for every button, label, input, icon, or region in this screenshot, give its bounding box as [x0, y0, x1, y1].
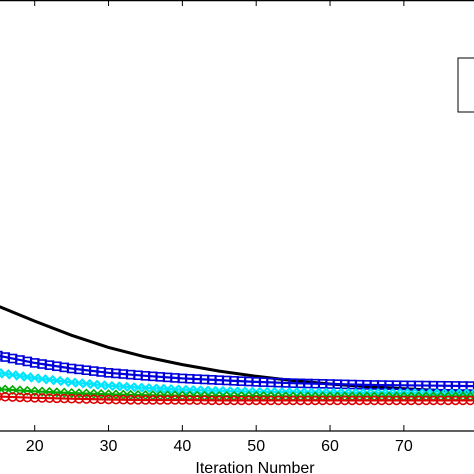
- data-point: [81, 378, 92, 389]
- data-point: [125, 382, 136, 392]
- x-tick-label: 20: [26, 438, 44, 455]
- axes: [0, 0, 474, 432]
- data-point: [133, 382, 143, 393]
- data-point: [192, 385, 202, 395]
- data-point: [14, 385, 26, 396]
- data-point: [22, 372, 33, 382]
- data-point: [140, 383, 151, 393]
- data-point: [207, 385, 217, 396]
- data-point: [59, 387, 70, 398]
- data-point: [88, 379, 99, 390]
- data-point: [29, 386, 40, 397]
- series-layer: [0, 305, 474, 406]
- x-tick-label: 50: [247, 438, 265, 455]
- data-point: [37, 374, 47, 384]
- data-point: [162, 384, 173, 394]
- data-point: [0, 386, 3, 393]
- data-point: [15, 371, 25, 381]
- data-point: [74, 378, 84, 388]
- data-point: [465, 395, 474, 406]
- data-point: [118, 381, 129, 392]
- x-tick-label: 30: [100, 438, 118, 455]
- data-point: [96, 388, 107, 400]
- data-point: [29, 373, 40, 383]
- x-tick-label: 60: [321, 438, 339, 455]
- x-tick-label: 40: [173, 438, 191, 455]
- data-point: [66, 387, 77, 399]
- x-axis: 20 30 40 50 60 70: [26, 0, 413, 455]
- data-point: [103, 389, 114, 400]
- data-point: [177, 384, 188, 395]
- data-point: [22, 385, 33, 397]
- data-point: [44, 386, 55, 398]
- data-point: [88, 388, 99, 399]
- data-point: [148, 383, 158, 394]
- data-point: [59, 376, 70, 387]
- data-point: [184, 385, 195, 395]
- data-point: [0, 368, 3, 378]
- data-point: [7, 384, 18, 396]
- data-point: [170, 384, 180, 395]
- data-point: [103, 380, 114, 391]
- data-point: [73, 388, 85, 399]
- data-point: [0, 384, 11, 395]
- legend-box: [457, 57, 474, 113]
- series-1: [0, 350, 474, 391]
- data-point: [44, 374, 55, 385]
- data-point: [36, 386, 48, 397]
- data-point: [81, 388, 92, 399]
- data-point: [66, 377, 77, 388]
- data-point: [7, 370, 18, 380]
- data-point: [155, 383, 165, 394]
- x-axis-title: Iteration Number: [195, 460, 315, 474]
- data-point: [52, 375, 62, 386]
- data-point: [214, 386, 225, 396]
- series-4: [0, 391, 474, 406]
- data-point: [51, 387, 62, 398]
- data-point: [0, 369, 10, 379]
- data-point: [111, 381, 121, 391]
- data-point: [96, 380, 106, 390]
- data-point: [465, 381, 474, 391]
- data-point: [199, 385, 210, 396]
- x-tick-label: 70: [395, 438, 413, 455]
